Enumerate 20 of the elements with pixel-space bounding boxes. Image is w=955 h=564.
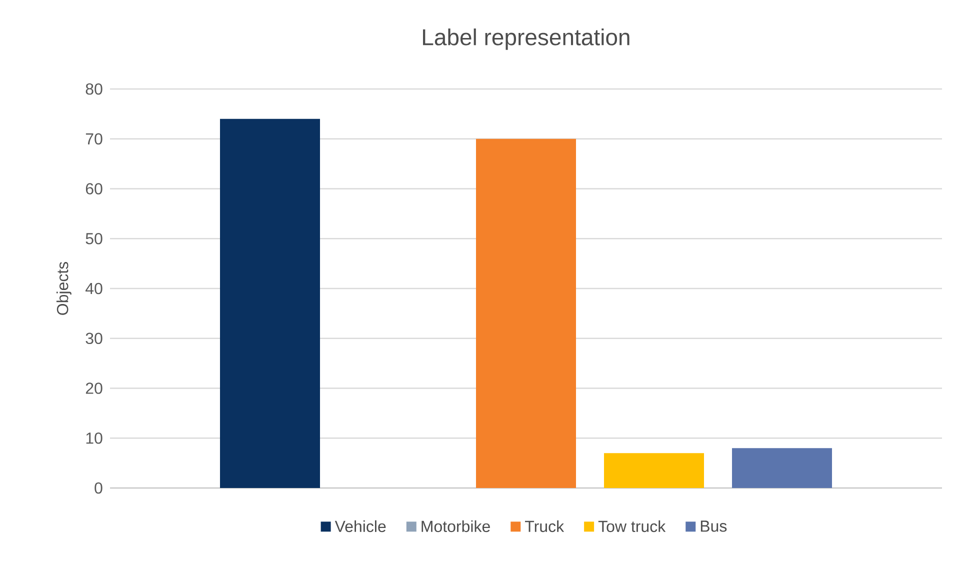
y-tick-label: 30 (86, 332, 102, 344)
legend-label: Vehicle (334, 520, 386, 532)
bar (604, 453, 704, 488)
y-tick-label: 0 (94, 482, 102, 494)
y-tick-label: 60 (86, 183, 102, 194)
bar (732, 448, 832, 488)
legend-label: Truck (524, 520, 564, 532)
legend-label: Tow truck (598, 520, 666, 532)
y-tick-label: 40 (86, 282, 102, 294)
chart-title: Label representation (423, 28, 630, 50)
y-tick-label: 80 (86, 83, 102, 95)
y-tick-label: 50 (86, 232, 102, 244)
bar (476, 138, 576, 488)
bar (220, 118, 320, 488)
legend-label: Bus (700, 520, 727, 532)
y-axis-title: Objects (56, 262, 72, 315)
y-tick-label: 20 (86, 382, 102, 394)
legend-label: Motorbike (422, 520, 490, 532)
y-tick-label: 70 (86, 133, 102, 145)
y-tick-label: 10 (86, 432, 102, 444)
